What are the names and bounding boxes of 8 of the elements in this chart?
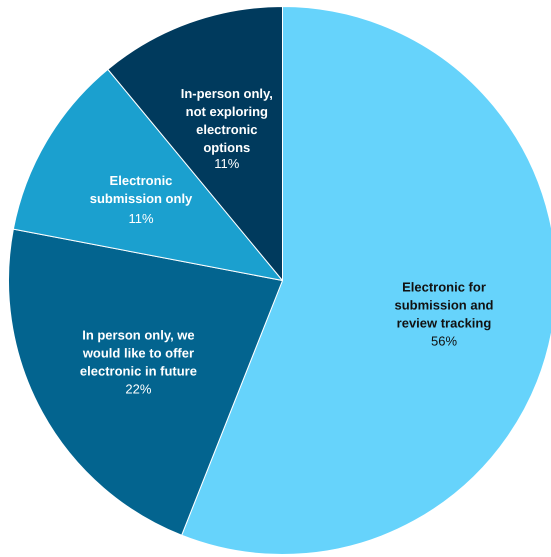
data-label: 22% [125, 382, 152, 397]
data-label: 56% [430, 333, 458, 348]
slice-label: Electronic for submission and review tracking [394, 279, 494, 330]
data-label: 11% [128, 210, 154, 226]
data-label: 11% [214, 156, 240, 171]
slice-label: In person only, we would like to offer electronic in future [80, 328, 197, 379]
slice-label: In-person only, not exploring electronic options [180, 86, 273, 155]
slice-label: Electronic submission only [90, 172, 194, 206]
